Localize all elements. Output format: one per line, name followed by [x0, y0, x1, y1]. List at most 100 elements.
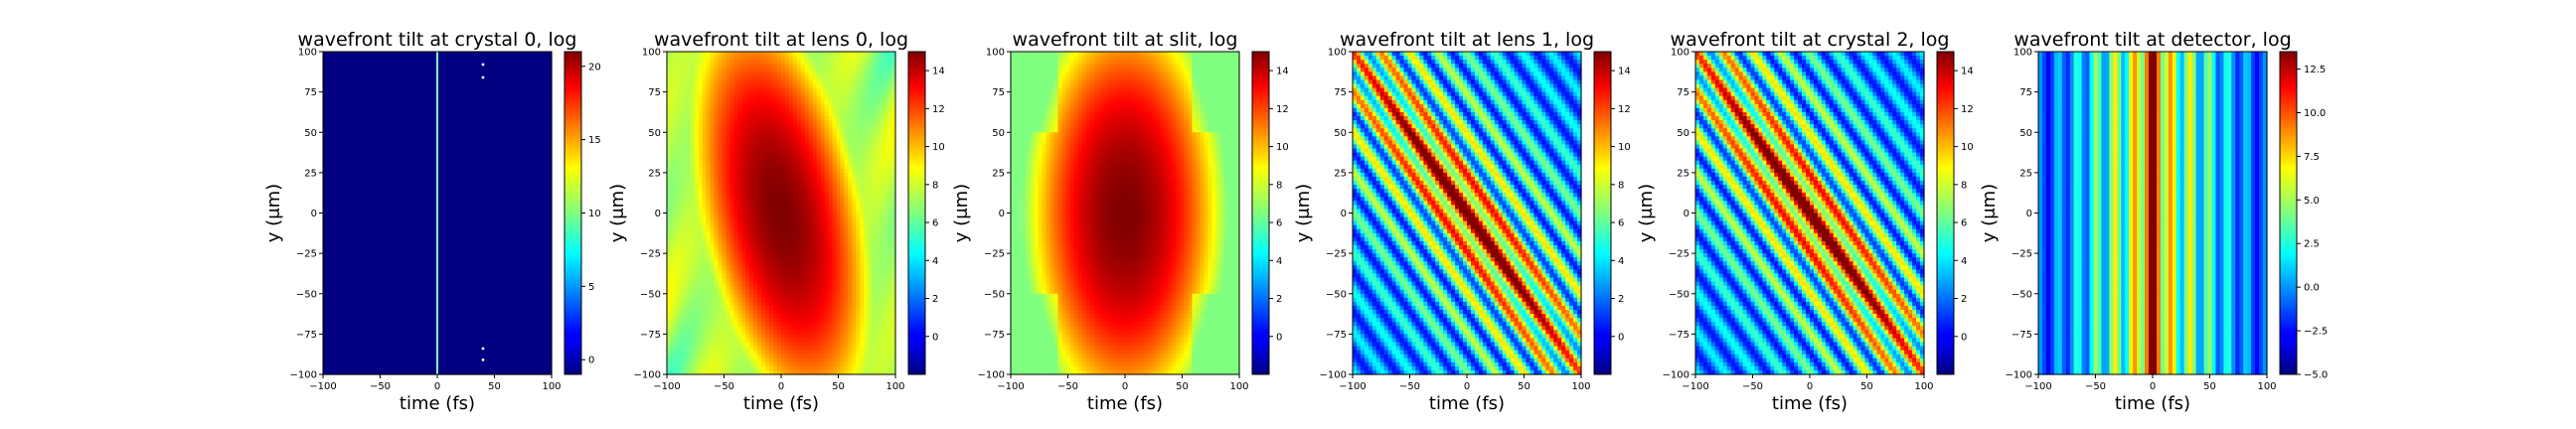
heatmap-cell: [445, 278, 450, 283]
heatmap-cell: [671, 72, 676, 76]
heatmap-cell: [371, 366, 376, 371]
heatmap-cell: [477, 193, 482, 198]
heatmap-cell: [398, 197, 402, 202]
heatmap-cell: [504, 173, 509, 178]
heatmap-cell: [520, 257, 525, 262]
heatmap-cell: [421, 334, 426, 339]
heatmap-cell: [375, 64, 380, 69]
heatmap-cell: [520, 310, 525, 315]
heatmap-cell: [394, 214, 399, 218]
bright-dot: [482, 64, 485, 67]
heatmap-cell: [508, 96, 513, 101]
heatmap-cell: [351, 233, 356, 238]
heatmap-cell: [461, 108, 466, 113]
heatmap-cell: [473, 205, 478, 210]
heatmap-cell: [540, 229, 545, 234]
heatmap-cell: [429, 347, 434, 352]
heatmap-cell: [441, 233, 446, 238]
heatmap-cell: [351, 209, 356, 214]
heatmap-cell: [477, 265, 482, 270]
heatmap-cell: [367, 366, 372, 371]
heatmap-cell: [493, 338, 498, 343]
heatmap-cell: [675, 120, 680, 125]
heatmap-cell: [335, 237, 340, 242]
heatmap-cell: [496, 326, 501, 331]
heatmap-cell: [671, 104, 676, 109]
heatmap-cell: [351, 169, 356, 174]
heatmap-cell: [520, 149, 525, 154]
heatmap-cell: [473, 347, 478, 352]
heatmap-cell: [524, 52, 529, 57]
heatmap-cell: [398, 177, 402, 182]
heatmap-cell: [394, 330, 399, 335]
heatmap-cell: [331, 104, 336, 109]
heatmap-cell: [425, 225, 430, 230]
heatmap-cell: [675, 282, 680, 287]
heatmap-cell: [544, 358, 549, 363]
heatmap-cell: [453, 221, 458, 226]
heatmap-cell: [671, 358, 676, 363]
heatmap-cell: [390, 165, 395, 170]
heatmap-cell: [335, 265, 340, 270]
heatmap-cell: [477, 177, 482, 182]
heatmap-cell: [371, 334, 376, 339]
heatmap-cell: [485, 92, 490, 97]
heatmap-cell: [425, 257, 430, 262]
heatmap-cell: [671, 233, 676, 238]
heatmap-cell: [485, 225, 490, 230]
heatmap-cell: [390, 269, 395, 274]
heatmap-cell: [347, 79, 352, 84]
heatmap-cell: [477, 302, 482, 307]
heatmap-cell: [375, 338, 380, 343]
heatmap-cell: [453, 197, 458, 202]
heatmap-cell: [457, 286, 462, 291]
heatmap-cell: [382, 314, 387, 319]
heatmap-cell: [394, 72, 399, 76]
heatmap-cell: [394, 60, 399, 65]
heatmap-cell: [544, 314, 549, 319]
heatmap-cell: [512, 306, 517, 311]
heatmap-cell: [493, 322, 498, 327]
heatmap-cell: [421, 233, 426, 238]
heatmap-cell: [375, 273, 380, 278]
heatmap-cell: [469, 136, 474, 141]
heatmap-cell: [489, 322, 494, 327]
heatmap-cell: [465, 286, 470, 291]
heatmap-cell: [516, 205, 521, 210]
heatmap-cell: [504, 318, 509, 323]
heatmap-cell: [343, 75, 348, 80]
heatmap-cell: [390, 157, 395, 162]
heatmap-cell: [367, 108, 372, 113]
heatmap-cell: [477, 181, 482, 186]
heatmap-cell: [457, 169, 462, 174]
heatmap-cell: [402, 120, 406, 125]
heatmap-cell: [382, 249, 387, 254]
heatmap-cell: [367, 221, 372, 226]
heatmap-cell: [473, 233, 478, 238]
heatmap-cell: [528, 132, 533, 137]
heatmap-cell: [331, 96, 336, 101]
heatmap-cell: [331, 314, 336, 319]
heatmap-cell: [323, 233, 328, 238]
heatmap-cell: [339, 112, 344, 117]
heatmap-cell: [667, 128, 672, 133]
heatmap-cell: [394, 169, 399, 174]
heatmap-cell: [536, 60, 541, 65]
heatmap-cell: [667, 100, 672, 105]
heatmap-cell: [489, 75, 494, 80]
heatmap-cell: [449, 108, 454, 113]
heatmap-cell: [540, 177, 545, 182]
heatmap-cell: [339, 257, 344, 262]
heatmap-cell: [355, 128, 360, 133]
heatmap-cell: [386, 79, 391, 84]
heatmap-cell: [386, 245, 391, 250]
heatmap-cell: [331, 128, 336, 133]
heatmap-cell: [421, 132, 426, 137]
heatmap-cell: [359, 197, 364, 202]
heatmap-cell: [375, 116, 380, 121]
heatmap-cell: [500, 214, 505, 218]
heatmap-cell: [331, 157, 336, 162]
heatmap-cell: [425, 64, 430, 69]
heatmap-cell: [536, 249, 541, 254]
heatmap-cell: [363, 197, 368, 202]
